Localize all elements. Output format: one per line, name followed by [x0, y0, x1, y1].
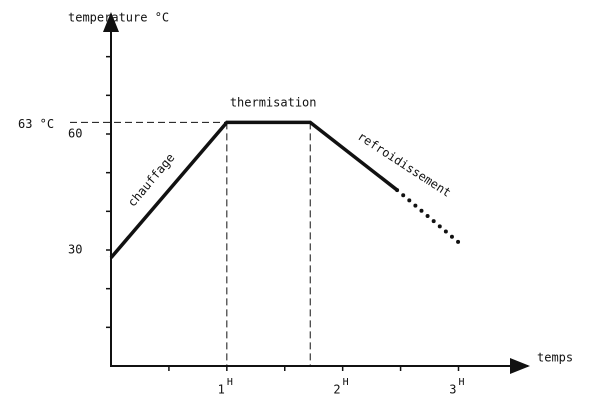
y-axis-title: temperature °C — [68, 11, 169, 25]
y-tick-label: 30 — [68, 243, 82, 257]
reference-label: 63 °C — [18, 117, 54, 131]
series-line — [109, 120, 399, 259]
phase-label: refroidissement — [355, 129, 454, 200]
y-tick-label: 60 — [68, 127, 82, 141]
x-tick-superscript: H — [227, 377, 233, 388]
x-axis-title: temps — [537, 351, 573, 365]
x-tick-label: 2 — [333, 383, 340, 397]
series-line — [395, 188, 461, 245]
x-tick-superscript: H — [343, 377, 349, 388]
x-tick-label: 3 — [449, 383, 456, 397]
x-tick-label: 1 — [218, 383, 225, 397]
phase-label: chauffage — [125, 151, 178, 210]
x-tick-superscript: H — [459, 377, 465, 388]
phase-label: thermisation — [230, 96, 317, 110]
